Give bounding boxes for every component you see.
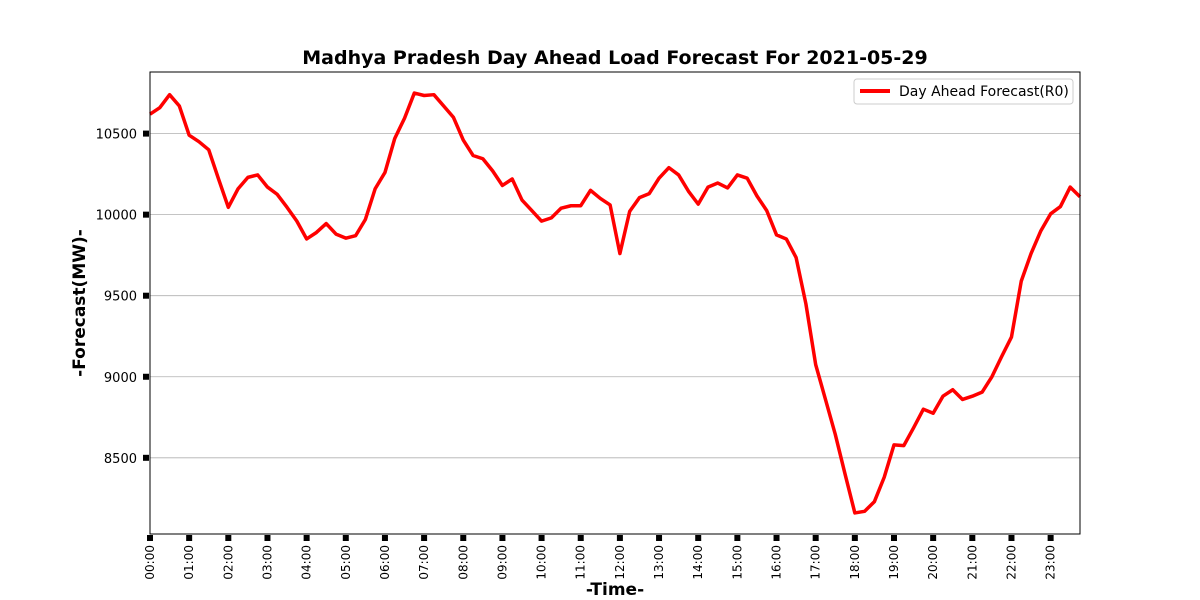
y-tick-mark (143, 373, 149, 380)
x-tick-mark (460, 535, 467, 541)
x-tick-label: 09:00 (495, 545, 509, 580)
gridlines (150, 133, 1080, 459)
x-axis-label: -Time- (586, 580, 644, 600)
y-tick-mark (143, 454, 149, 461)
legend-label: Day Ahead Forecast(R0) (899, 84, 1069, 100)
plot-frame (149, 71, 1081, 535)
x-tick-label: 14:00 (691, 545, 705, 580)
x-tick-label: 22:00 (1004, 545, 1018, 580)
x-tick-mark (1047, 535, 1054, 541)
y-tick-mark (143, 130, 149, 137)
x-tick-mark (616, 535, 623, 541)
y-tick-mark (143, 211, 149, 218)
x-tick-mark (421, 535, 428, 541)
series-layer (149, 91, 1082, 515)
x-tick-mark (264, 535, 271, 541)
x-tick-label: 18:00 (848, 545, 862, 580)
x-tick-mark (969, 535, 976, 541)
x-tick-mark (147, 535, 153, 541)
x-tick-label: 02:00 (221, 545, 235, 580)
y-tick-label: 10000 (96, 209, 137, 224)
x-tick-mark (891, 535, 897, 541)
x-tick-label: 11:00 (574, 545, 588, 580)
x-tick-label: 20:00 (926, 545, 940, 580)
x-tick-mark (656, 535, 663, 541)
y-axis: 8500 9000 9500 10000 10500 (96, 128, 149, 467)
x-tick-label: 04:00 (300, 545, 314, 580)
x-axis: 00:00 01:00 02:00 03:00 04:00 05:00 06:00 07:00… (143, 535, 1058, 580)
x-tick-mark (851, 535, 858, 541)
legend: Day Ahead Forecast(R0) (853, 78, 1074, 105)
chart-title: Madhya Pradesh Day Ahead Load Forecast F… (302, 47, 927, 69)
x-tick-mark (812, 535, 819, 541)
x-tick-mark (773, 535, 780, 541)
x-tick-mark (1008, 535, 1015, 541)
x-tick-label: 08:00 (456, 545, 470, 580)
x-tick-mark (381, 535, 388, 541)
y-axis-label: -Forecast(MW)- (70, 229, 90, 377)
x-tick-mark (225, 535, 232, 541)
x-tick-mark (342, 535, 349, 541)
x-tick-mark (303, 535, 310, 541)
x-tick-label: 21:00 (965, 545, 979, 580)
x-tick-label: 16:00 (770, 545, 784, 580)
x-tick-mark (538, 535, 545, 541)
x-tick-label: 06:00 (378, 545, 392, 580)
x-tick-mark (499, 535, 506, 541)
x-tick-mark (734, 535, 741, 541)
y-tick-label: 8500 (104, 452, 137, 467)
x-tick-label: 01:00 (182, 545, 196, 580)
x-tick-mark (577, 535, 584, 541)
y-tick-mark (143, 292, 149, 299)
x-tick-label: 15:00 (730, 545, 744, 580)
x-tick-label: 13:00 (652, 545, 666, 580)
x-tick-label: 00:00 (143, 545, 157, 580)
x-tick-label: 12:00 (613, 545, 627, 580)
x-tick-label: 05:00 (339, 545, 353, 580)
series-line-day-ahead-forecast (149, 91, 1082, 515)
x-tick-label: 23:00 (1044, 545, 1058, 580)
x-tick-label: 03:00 (260, 545, 274, 580)
legend-box (853, 78, 1074, 105)
x-tick-mark (695, 535, 702, 541)
x-tick-mark (186, 535, 193, 541)
x-tick-label: 17:00 (809, 545, 823, 580)
y-tick-label: 10500 (96, 128, 137, 143)
x-tick-label: 07:00 (417, 545, 431, 580)
y-tick-label: 9500 (104, 290, 137, 305)
y-tick-label: 9000 (104, 371, 137, 386)
x-tick-label: 10:00 (535, 545, 549, 580)
x-tick-label: 19:00 (887, 545, 901, 580)
x-tick-mark (930, 535, 937, 541)
